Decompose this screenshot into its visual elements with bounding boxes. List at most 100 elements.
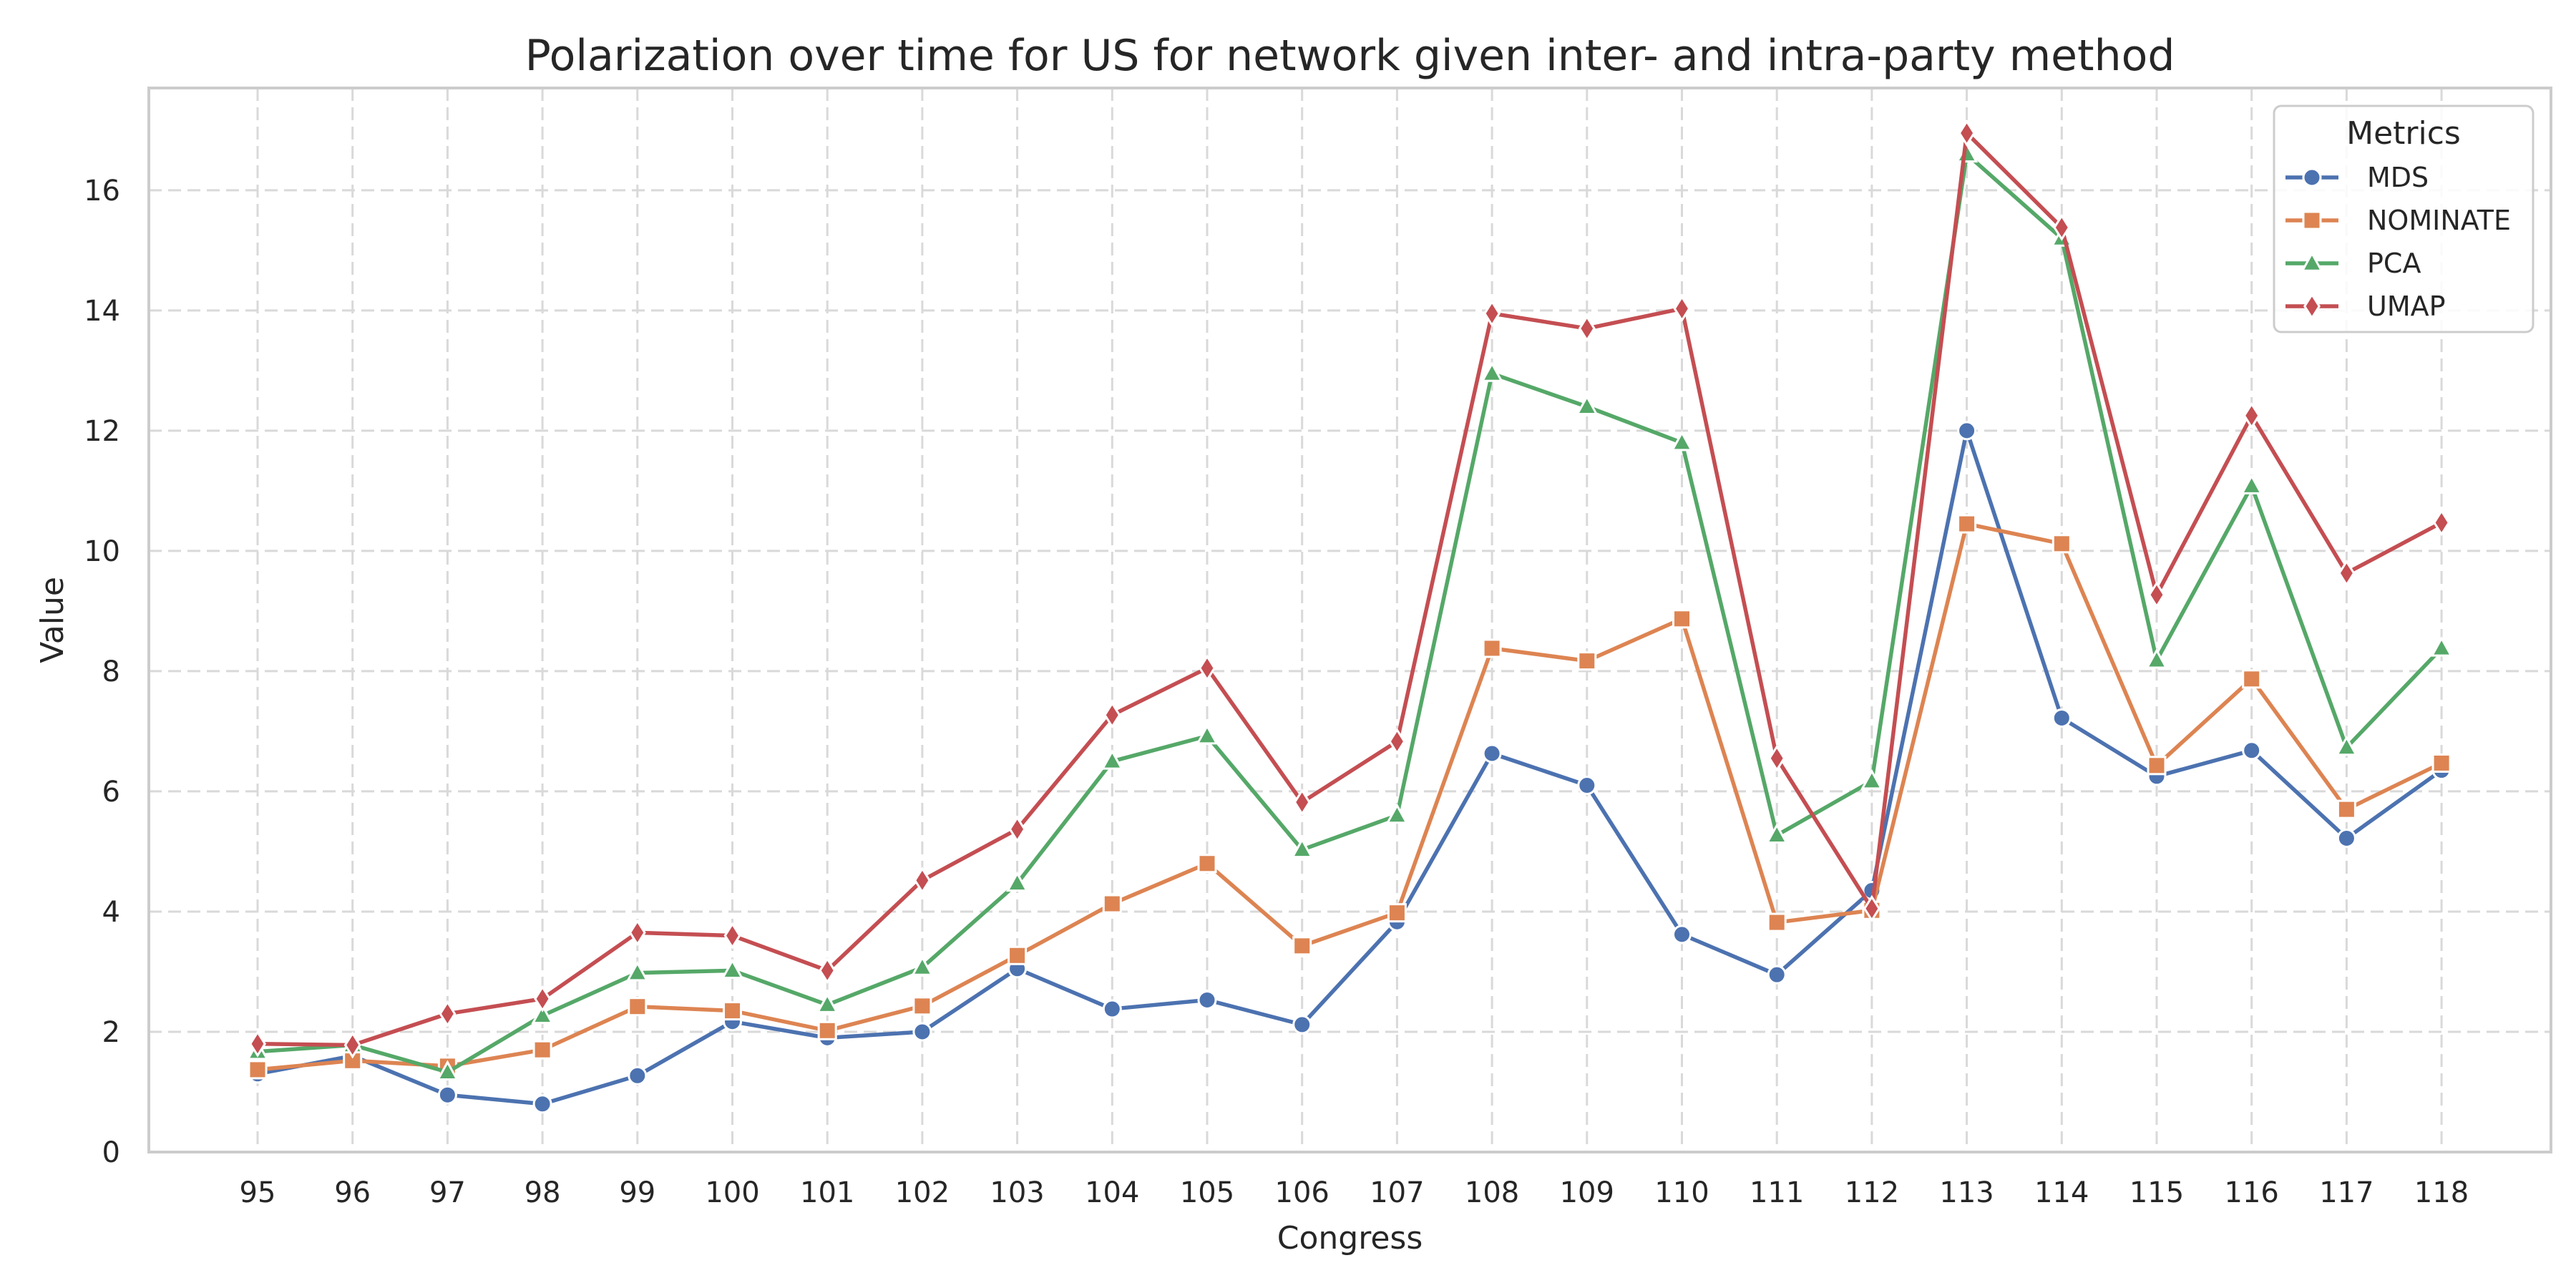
x-tick-label: 114 bbox=[2034, 1176, 2089, 1209]
x-axis-label: Congress bbox=[1277, 1220, 1423, 1257]
legend-title: Metrics bbox=[2346, 115, 2461, 152]
data-point-nominate bbox=[1102, 894, 1122, 914]
legend-item-umap: UMAP bbox=[2285, 291, 2446, 322]
data-point-pca bbox=[2335, 735, 2358, 756]
data-point-nominate bbox=[2242, 669, 2262, 689]
data-point-nominate bbox=[1008, 945, 1028, 965]
data-point-umap bbox=[249, 1030, 266, 1058]
data-point-pca bbox=[1101, 749, 1124, 770]
data-point-nominate bbox=[912, 996, 932, 1016]
data-point-pca bbox=[721, 958, 744, 979]
data-point-mds bbox=[2051, 708, 2072, 728]
series-nominate bbox=[248, 514, 2451, 1080]
data-point-umap bbox=[1199, 654, 1216, 682]
legend-items: MDS NOMINATE PCA UMAP bbox=[2285, 162, 2511, 322]
data-point-pca bbox=[1196, 723, 1219, 745]
data-point-umap bbox=[1483, 300, 1501, 328]
x-tick-label: 106 bbox=[1275, 1176, 1330, 1209]
x-tick-label: 110 bbox=[1654, 1176, 1709, 1209]
data-point-mds bbox=[2242, 741, 2262, 761]
data-point-umap bbox=[1768, 744, 1786, 772]
legend-box bbox=[2273, 104, 2534, 333]
legend-marker-mds bbox=[2302, 167, 2322, 187]
plot-frame bbox=[147, 87, 2552, 1153]
legend-marker-nominate bbox=[2302, 210, 2322, 230]
data-point-pca bbox=[816, 992, 839, 1013]
data-point-umap bbox=[819, 957, 836, 985]
y-tick-label: 10 bbox=[84, 535, 120, 568]
data-point-umap bbox=[628, 919, 646, 947]
x-tick-label: 109 bbox=[1560, 1176, 1614, 1209]
x-tick-label: 103 bbox=[990, 1176, 1044, 1209]
data-point-mds bbox=[1102, 999, 1122, 1019]
data-point-umap bbox=[2148, 581, 2165, 609]
x-tick-label: 101 bbox=[800, 1176, 854, 1209]
series-layer bbox=[246, 119, 2453, 1114]
y-tick-labels: 0 2 4 6 8 10 12 14 16 bbox=[84, 175, 120, 1169]
legend-item-mds: MDS bbox=[2285, 162, 2429, 193]
data-point-umap bbox=[1103, 701, 1121, 729]
series-pca bbox=[246, 142, 2453, 1080]
x-tick-label: 116 bbox=[2225, 1176, 2279, 1209]
legend-label-umap: UMAP bbox=[2367, 291, 2446, 322]
data-point-mds bbox=[1292, 1015, 1312, 1035]
data-point-mds bbox=[912, 1022, 932, 1042]
series-line-nominate bbox=[257, 522, 2443, 1072]
x-tick-label: 111 bbox=[1750, 1176, 1804, 1209]
data-point-umap bbox=[534, 985, 552, 1013]
series-line-pca bbox=[257, 152, 2444, 1075]
data-point-pca bbox=[2430, 636, 2453, 657]
data-point-mds bbox=[2336, 828, 2356, 848]
x-tick-label: 107 bbox=[1370, 1176, 1424, 1209]
y-tick-label: 0 bbox=[102, 1136, 120, 1169]
data-point-nominate bbox=[532, 1040, 552, 1060]
x-tick-label: 99 bbox=[619, 1176, 655, 1209]
y-axis-label: Value bbox=[34, 577, 71, 663]
series-line-mds bbox=[257, 429, 2443, 1106]
data-point-nominate bbox=[2431, 753, 2451, 773]
grid-layer bbox=[149, 88, 2551, 1153]
data-point-umap bbox=[343, 1031, 361, 1059]
x-tick-label: 102 bbox=[895, 1176, 950, 1209]
data-point-umap bbox=[913, 867, 931, 894]
x-tick-label: 98 bbox=[525, 1176, 561, 1209]
data-point-umap bbox=[1673, 295, 1691, 323]
x-tick-label: 117 bbox=[2319, 1176, 2373, 1209]
data-point-mds bbox=[437, 1085, 457, 1105]
data-point-pca bbox=[1576, 394, 1599, 415]
y-tick-label: 14 bbox=[84, 295, 120, 328]
data-point-pca bbox=[2240, 474, 2263, 494]
data-point-pca bbox=[1290, 837, 1314, 859]
data-point-nominate bbox=[1292, 936, 1312, 956]
data-point-pca bbox=[1860, 769, 1883, 790]
legend: Metrics MDS NOMINATE PCA UMAP bbox=[2273, 104, 2534, 333]
legend-label-pca: PCA bbox=[2367, 248, 2421, 279]
data-point-mds bbox=[628, 1065, 648, 1085]
x-tick-label: 97 bbox=[429, 1176, 466, 1209]
data-point-nominate bbox=[628, 997, 648, 1017]
x-tick-label: 96 bbox=[334, 1176, 371, 1209]
data-point-nominate bbox=[248, 1060, 268, 1080]
data-point-mds bbox=[1957, 421, 1977, 441]
data-point-umap bbox=[1578, 315, 1596, 343]
data-point-pca bbox=[1765, 823, 1788, 844]
data-point-pca bbox=[1480, 361, 1503, 382]
data-point-nominate bbox=[1577, 651, 1597, 671]
data-point-pca bbox=[1005, 871, 1029, 892]
y-tick-label: 12 bbox=[84, 415, 120, 448]
data-point-nominate bbox=[1767, 912, 1787, 932]
data-point-umap bbox=[723, 922, 741, 950]
y-tick-label: 4 bbox=[102, 896, 120, 929]
x-tick-label: 113 bbox=[1939, 1176, 1994, 1209]
data-point-mds bbox=[1672, 924, 1692, 945]
x-tick-label: 104 bbox=[1085, 1176, 1139, 1209]
data-point-pca bbox=[1670, 430, 1694, 452]
x-tick-label: 95 bbox=[240, 1176, 276, 1209]
data-point-nominate bbox=[723, 1001, 742, 1021]
y-tick-label: 2 bbox=[102, 1016, 120, 1049]
legend-item-nominate: NOMINATE bbox=[2285, 205, 2511, 236]
series-mds bbox=[248, 421, 2451, 1114]
x-tick-label: 112 bbox=[1845, 1176, 1899, 1209]
data-point-nominate bbox=[1957, 514, 1977, 534]
